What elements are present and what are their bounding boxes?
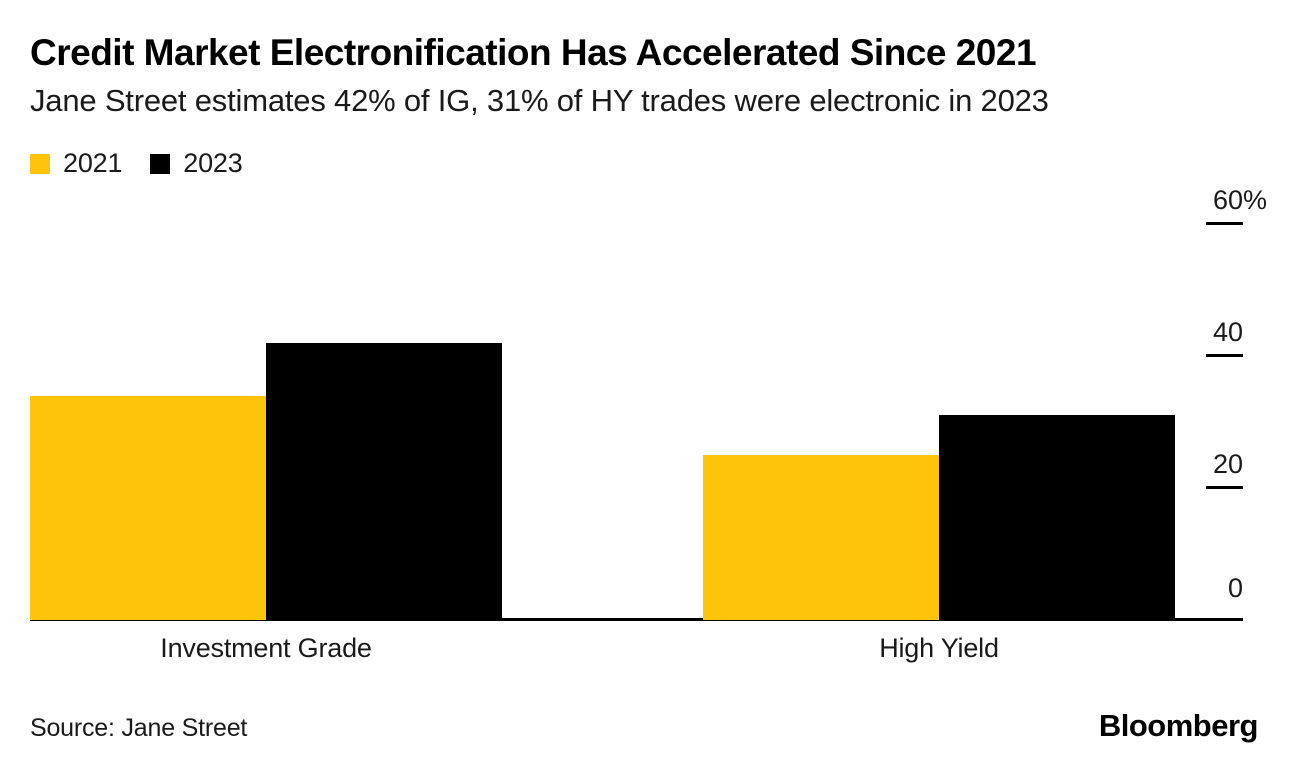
y-tick-label-40: 40 bbox=[1213, 317, 1243, 347]
category-label-investment-grade: Investment Grade bbox=[160, 633, 372, 663]
bar-investment-grade-2023 bbox=[266, 343, 502, 620]
bloomberg-logo: Bloomberg bbox=[1098, 708, 1259, 743]
bar-investment-grade-2021 bbox=[30, 396, 266, 620]
y-tick-value: 20 bbox=[1212, 449, 1243, 479]
bar-high-yield-2023 bbox=[939, 415, 1175, 620]
y-tick-value: 0 bbox=[1227, 573, 1243, 603]
legend: 2021 2023 bbox=[30, 148, 243, 179]
category-label-high-yield: High Yield bbox=[879, 633, 999, 663]
y-tick-dash-60 bbox=[1206, 222, 1243, 225]
legend-label: 2023 bbox=[183, 148, 243, 178]
y-tick-value: 40 bbox=[1212, 317, 1243, 347]
bar-high-yield-2021 bbox=[703, 455, 939, 620]
y-tick-suffix: % bbox=[1243, 185, 1268, 215]
chart-title: Credit Market Electronification Has Acce… bbox=[30, 32, 1037, 73]
y-tick-label-0: 0 bbox=[1228, 573, 1243, 603]
legend-swatch-2023 bbox=[150, 153, 171, 174]
y-tick-value: 60 bbox=[1212, 185, 1243, 215]
legend-swatch-2021 bbox=[30, 153, 50, 174]
legend-item-2023: 2023 bbox=[150, 148, 243, 179]
x-axis-line bbox=[30, 618, 1243, 621]
y-tick-label-60: 60% bbox=[1212, 185, 1267, 215]
legend-label: 2021 bbox=[63, 148, 123, 178]
y-tick-label-20: 20 bbox=[1213, 449, 1243, 479]
y-tick-dash-20 bbox=[1206, 486, 1243, 489]
chart-subtitle: Jane Street estimates 42% of IG, 31% of … bbox=[30, 83, 1049, 118]
source-note: Source: Jane Street bbox=[30, 714, 248, 742]
y-tick-dash-40 bbox=[1206, 354, 1243, 357]
legend-item-2021: 2021 bbox=[30, 148, 122, 179]
